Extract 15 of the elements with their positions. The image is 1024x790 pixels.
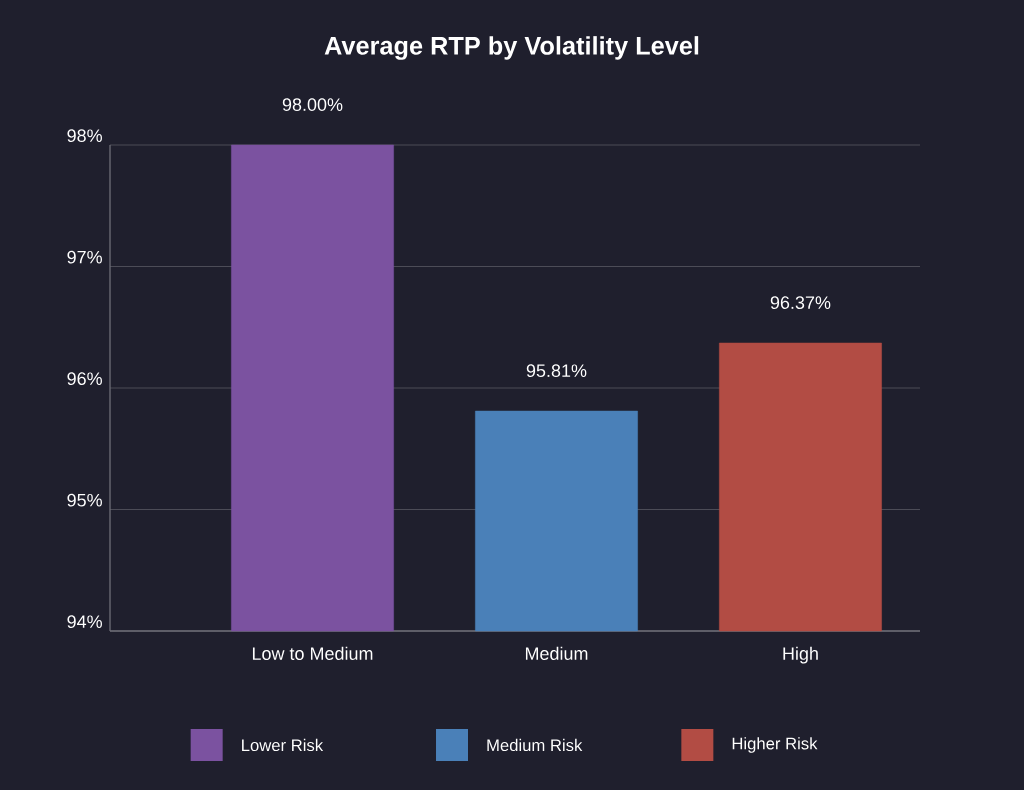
y-tick-label: 95% <box>67 493 102 507</box>
x-tick-label: Medium <box>525 646 588 660</box>
x-tick-label: High <box>783 646 818 664</box>
data-label: 98.00% <box>282 98 343 111</box>
y-tick-label: 98% <box>67 129 102 143</box>
data-label: 95.81% <box>526 364 587 378</box>
y-tick-label: 97% <box>67 250 102 264</box>
chart-title: Average RTP by Volatility Level <box>324 36 699 60</box>
legend-label: Medium Risk <box>487 738 583 752</box>
legend-label: Lower Risk <box>242 738 324 752</box>
x-tick-label: Low to Medium <box>252 646 373 660</box>
legend-label: Higher Risk <box>732 737 818 753</box>
data-label: 96.37% <box>770 296 831 309</box>
y-tick-label: 94% <box>67 615 102 629</box>
y-tick-label: 96% <box>67 372 102 386</box>
